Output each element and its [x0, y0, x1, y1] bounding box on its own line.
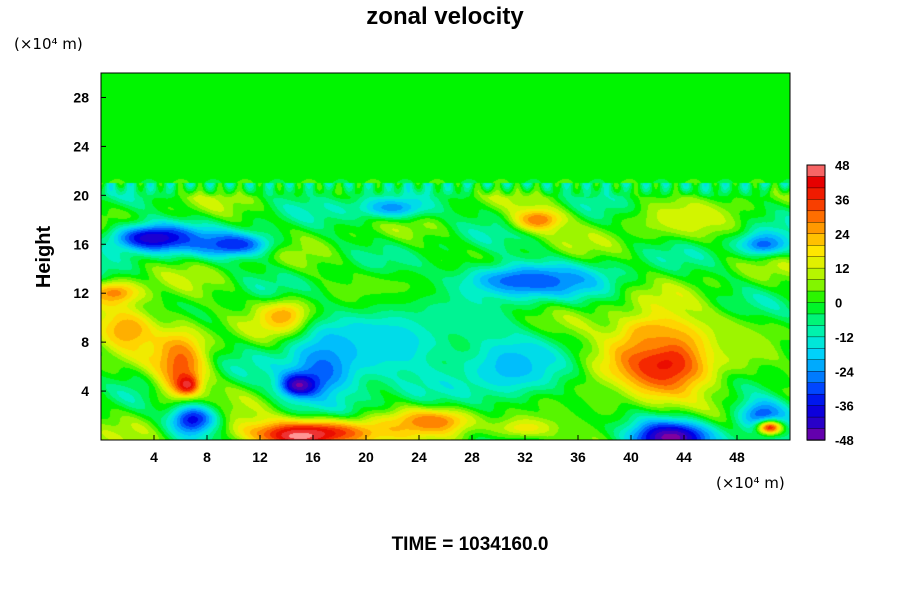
colorbar-tick-label: 24 [835, 227, 850, 242]
colorbar-swatch [806, 187, 826, 201]
x-tick-label: 8 [203, 449, 211, 465]
colorbar-tick-label: 36 [835, 192, 849, 207]
colorbar-swatch [806, 302, 826, 315]
colorbar-swatch [806, 359, 826, 372]
colorbar-swatch [806, 256, 826, 269]
colorbar-tick-label: -12 [835, 330, 854, 345]
colorbar-swatch [806, 382, 826, 395]
y-tick-label: 12 [73, 285, 89, 301]
x-tick-label: 24 [411, 449, 427, 465]
colorbar-swatch [806, 176, 826, 189]
colorbar-swatch [806, 245, 826, 258]
y-tick-label: 20 [73, 187, 89, 203]
colorbar-swatch [806, 348, 826, 361]
x-tick-label: 32 [517, 449, 533, 465]
x-tick-label: 4 [150, 449, 158, 465]
x-tick-label: 44 [676, 449, 692, 465]
y-tick-label: 24 [73, 138, 89, 154]
y-tick-label: 8 [81, 334, 89, 350]
colorbar-swatch [806, 164, 826, 178]
colorbar-swatch [806, 336, 826, 350]
x-tick-label: 28 [464, 449, 480, 465]
colorbar-tick-label: -24 [835, 364, 855, 379]
time-annotation: TIME = 1034160.0 [392, 534, 549, 555]
x-tick-label: 40 [623, 449, 639, 465]
x-axis-ticks: 4 8 12 16 20 24 28 32 36 40 44 48 [150, 435, 745, 465]
x-tick-label: 36 [570, 449, 586, 465]
y-axis-label: Height [33, 226, 55, 289]
colorbar-tick-label: 12 [835, 261, 849, 276]
y-tick-label: 28 [73, 89, 89, 105]
colorbar-frame [806, 164, 826, 441]
plot-frame [100, 72, 791, 441]
colorbar-swatch [806, 393, 826, 407]
colorbar-tick-label: 0 [835, 296, 842, 311]
colorbar-swatch [806, 313, 826, 327]
heatmap-canvas [101, 73, 790, 440]
colorbar-tick-label: -36 [835, 399, 854, 414]
y-axis-ticks: 4 8 12 16 20 24 28 [73, 89, 106, 399]
colorbar-swatch [806, 371, 826, 384]
x-tick-label: 20 [358, 449, 374, 465]
colorbar-tick-label: -48 [835, 433, 854, 448]
colorbar-swatch [806, 405, 826, 418]
colorbar-swatch [806, 210, 826, 223]
x-tick-label: 48 [729, 449, 745, 465]
colorbar-swatch [806, 428, 826, 441]
x-tick-label: 16 [305, 449, 321, 465]
colorbar-swatch [806, 222, 826, 235]
chart-title: zonal velocity [366, 3, 524, 30]
colorbar-swatch [806, 233, 826, 246]
y-tick-label: 4 [81, 383, 89, 399]
colorbar-swatch [806, 290, 826, 304]
colorbar-swatch [806, 199, 826, 212]
y-axis-unit-label: (×10⁴ m) [14, 35, 83, 53]
y-tick-label: 16 [73, 236, 89, 252]
colorbar-swatch [806, 325, 826, 338]
colorbar-swatch [806, 267, 826, 281]
heatmap-canvas-wrapper [101, 73, 790, 440]
colorbar-tick-label: 48 [835, 158, 849, 173]
heatmap-field [101, 73, 790, 440]
colorbar: 48 36 24 12 0 -12 -24 -36 -48 [806, 158, 855, 448]
colorbar-swatch [806, 416, 826, 430]
colorbar-swatch [806, 279, 826, 292]
x-tick-label: 12 [252, 449, 268, 465]
x-axis-unit-label: (×10⁴ m) [716, 474, 785, 492]
